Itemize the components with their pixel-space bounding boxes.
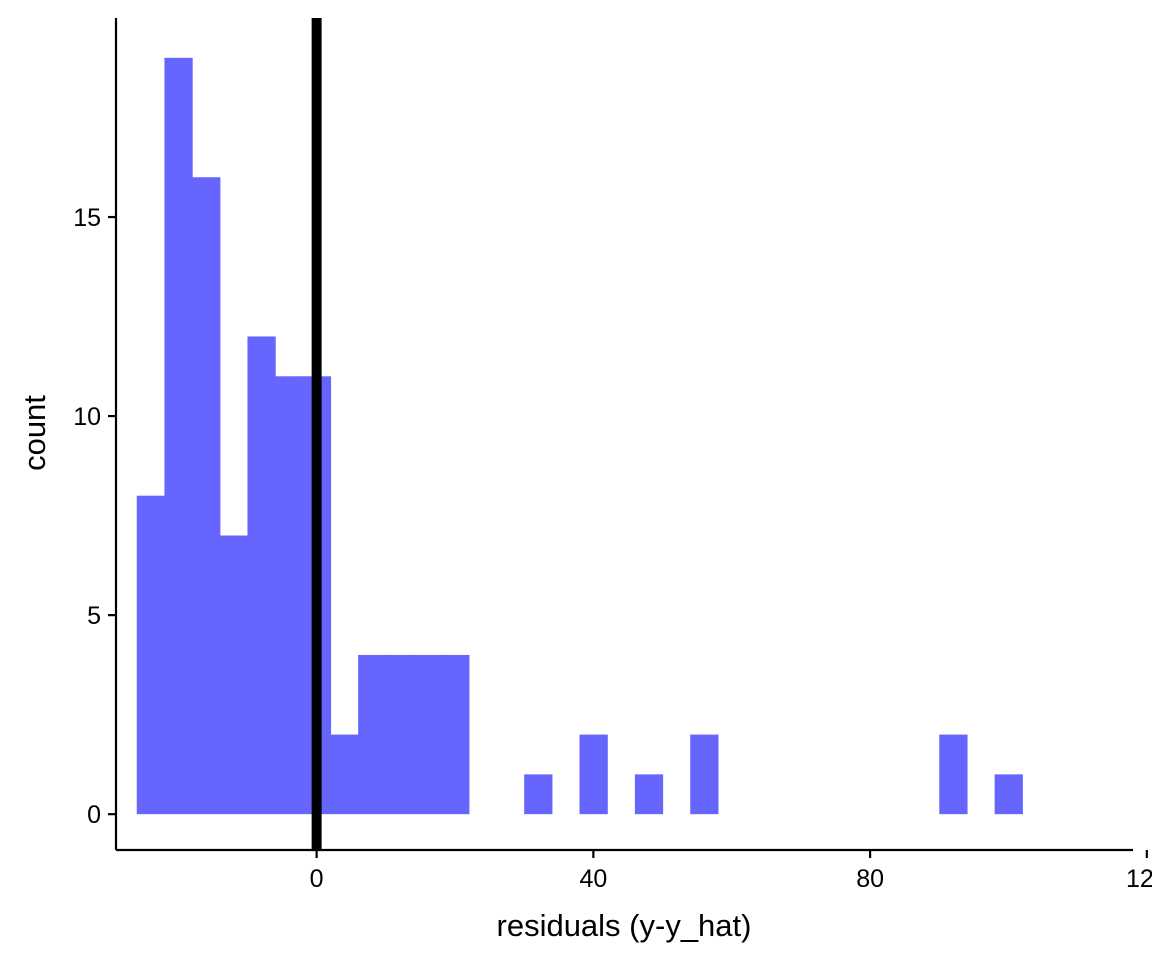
histogram-bar (524, 774, 553, 815)
histogram-bar (634, 774, 664, 815)
histogram-bar (994, 774, 1023, 815)
x-tick-label: 0 (310, 865, 324, 893)
x-tick-label: 120 (1126, 865, 1152, 893)
histogram-bar (358, 654, 387, 815)
y-tick-label: 15 (73, 204, 101, 232)
histogram-bar (219, 535, 249, 815)
x-tick-label: 80 (856, 865, 884, 893)
histogram-bar (247, 336, 276, 815)
axes (114, 18, 1133, 852)
histogram-bar (690, 734, 719, 815)
x-tick-label: 40 (579, 865, 607, 893)
y-tick-label: 5 (87, 602, 101, 630)
histogram-bar (441, 654, 470, 815)
histogram-bar (136, 495, 166, 815)
histogram-bar (385, 654, 415, 815)
histogram-bar (330, 734, 359, 815)
histogram-bar (192, 177, 221, 815)
y-tick-label: 10 (73, 403, 101, 431)
histogram-bar (164, 57, 193, 815)
histogram-bar (275, 376, 304, 815)
histogram-bar (413, 654, 442, 815)
y-tick-label: 0 (87, 801, 101, 829)
histogram-bars (136, 57, 1023, 815)
x-axis-title: residuals (y-y_hat) (497, 908, 752, 943)
y-axis-title: count (17, 395, 52, 471)
histogram-bar (579, 734, 608, 815)
histogram-bar (939, 734, 968, 815)
ticks: 0 40 80 120 0 5 10 15 (73, 204, 1152, 893)
